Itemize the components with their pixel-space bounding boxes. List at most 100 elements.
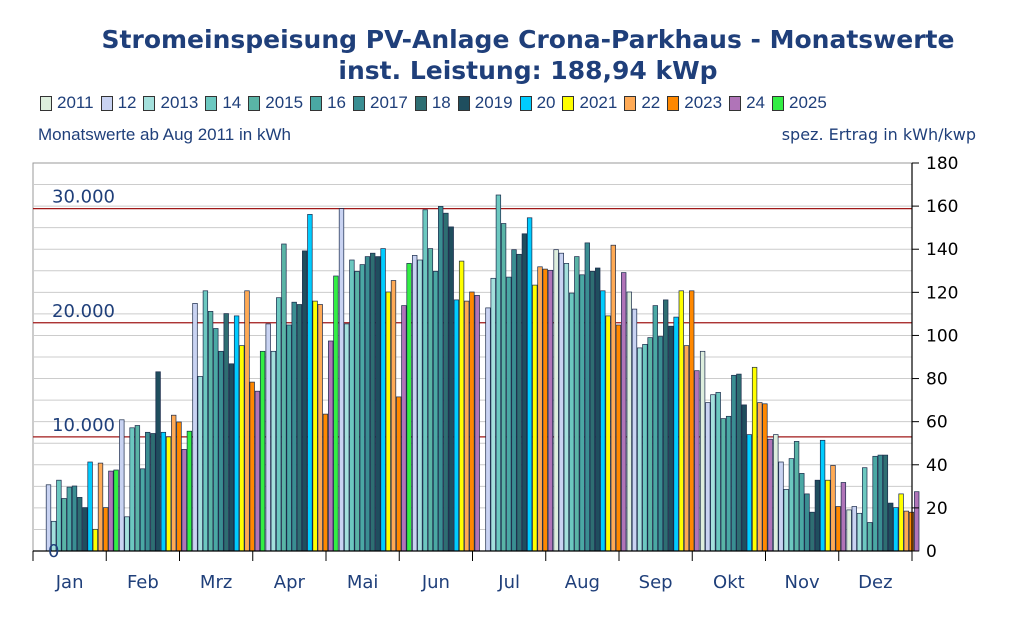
- bar: [344, 323, 350, 552]
- bar: [877, 454, 883, 552]
- bar: [469, 291, 475, 552]
- bar: [574, 256, 580, 552]
- x-tick-label: Jun: [421, 572, 450, 593]
- bar: [579, 274, 585, 552]
- bar: [375, 256, 381, 552]
- bar: [197, 376, 203, 552]
- bar: [171, 414, 177, 552]
- bar: [155, 371, 161, 552]
- bar: [631, 308, 638, 552]
- legend-label: 2017: [369, 93, 408, 112]
- bar: [569, 292, 575, 552]
- legend-item: 2025: [771, 93, 827, 113]
- x-tick-label: Aug: [565, 572, 600, 593]
- bar: [302, 250, 308, 552]
- bar: [563, 263, 570, 552]
- bar: [610, 244, 616, 552]
- bar: [898, 493, 904, 552]
- bar: [349, 259, 355, 552]
- bar: [799, 473, 805, 552]
- bar: [71, 485, 78, 552]
- y2-tick-label: 20: [926, 499, 948, 519]
- bar: [192, 303, 198, 552]
- bar: [537, 266, 543, 552]
- bar: [448, 226, 454, 552]
- y2-tick-label: 160: [926, 197, 958, 217]
- axis-labels: 0 20 40 60 80 100 120 140 160 180 10.000 20.000 30.0…: [48, 154, 958, 593]
- bar: [558, 252, 564, 552]
- bar: [903, 510, 909, 552]
- bar: [249, 381, 255, 552]
- bar: [783, 489, 789, 552]
- legend-label: 2021: [579, 93, 618, 112]
- bar: [145, 431, 151, 552]
- bar: [239, 345, 245, 552]
- y-tick-label: 10.000: [52, 415, 115, 436]
- bar: [526, 217, 533, 552]
- bar: [254, 390, 261, 552]
- bar: [396, 396, 402, 552]
- legend-label: 2013: [160, 93, 199, 112]
- legend-item: 2023: [667, 93, 722, 113]
- y2-tick-label: 80: [926, 370, 948, 390]
- bar: [626, 291, 632, 552]
- bar: [600, 290, 606, 552]
- bar: [819, 439, 826, 552]
- bar: [621, 272, 627, 552]
- legend-label: 2011: [57, 93, 94, 112]
- bar: [888, 502, 894, 552]
- bar: [66, 486, 72, 552]
- bar: [296, 304, 303, 552]
- x-tick-label: Sep: [639, 572, 673, 593]
- bar: [317, 304, 323, 552]
- bar: [663, 299, 669, 552]
- bar: [108, 470, 114, 552]
- legend-label: 14: [222, 93, 242, 112]
- bar: [458, 260, 465, 552]
- bar: [233, 315, 240, 552]
- bar: [165, 436, 172, 552]
- bar: [218, 350, 224, 552]
- bar: [595, 267, 601, 552]
- bar: [160, 431, 167, 552]
- bar: [119, 419, 125, 552]
- bar: [82, 507, 88, 552]
- bar: [139, 468, 146, 552]
- bar: [92, 528, 98, 552]
- bar: [124, 516, 130, 552]
- bar: [417, 259, 423, 552]
- bar: [773, 434, 779, 552]
- bar: [265, 323, 271, 552]
- bar: [113, 469, 119, 552]
- legend-swatch: [40, 95, 52, 111]
- bar: [506, 276, 512, 552]
- y-tick-label: 0: [48, 541, 59, 562]
- legend-label: 16: [327, 93, 346, 112]
- legend-item: 2019: [457, 93, 513, 113]
- bar: [793, 441, 800, 552]
- bar: [453, 299, 460, 552]
- bar: [767, 438, 773, 552]
- legend-swatch: [771, 95, 784, 111]
- bar: [532, 284, 538, 552]
- legend-item: 2021: [562, 93, 617, 113]
- y-tick-label: 30.000: [52, 187, 115, 208]
- bar: [814, 479, 821, 552]
- legend-swatch: [519, 95, 532, 111]
- bar: [689, 290, 695, 552]
- legend-item: 2017: [352, 93, 408, 113]
- bar: [134, 425, 141, 552]
- bar: [87, 461, 93, 552]
- bar: [908, 511, 915, 552]
- bar: [276, 297, 282, 552]
- bar: [731, 374, 737, 552]
- bar: [406, 263, 412, 552]
- legend-swatch: [667, 95, 680, 111]
- bar: [547, 269, 554, 552]
- legend-label: 2019: [474, 93, 513, 112]
- bar: [851, 506, 857, 552]
- bar: [673, 316, 679, 552]
- legend-label: 24: [746, 93, 765, 112]
- legend-swatch: [248, 95, 261, 111]
- x-tick-label: Okt: [713, 572, 745, 593]
